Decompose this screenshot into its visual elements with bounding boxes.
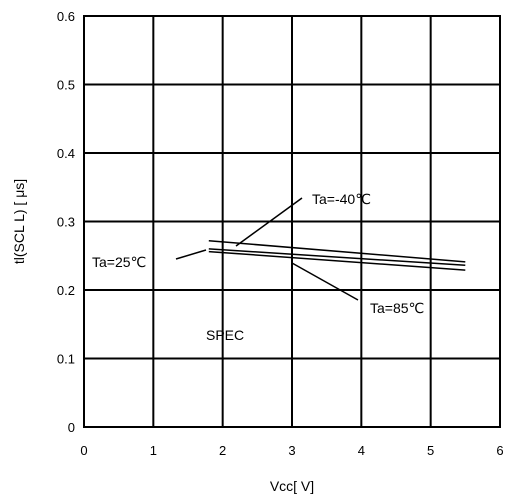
series-line-2 (208, 250, 466, 271)
x-tick-label: 3 (288, 443, 295, 458)
spec-label: SPEC (206, 327, 244, 343)
grid-lines (84, 16, 500, 427)
x-tick-label: 1 (150, 443, 157, 458)
y-tick-label: 0.3 (57, 215, 75, 230)
series-label-ta-85: Ta=85℃ (370, 300, 424, 316)
y-tick-label: 0.4 (57, 146, 75, 161)
x-tick-label: 0 (80, 443, 87, 458)
y-tick-label: 0 (68, 420, 75, 435)
x-tick-label: 5 (427, 443, 434, 458)
leader-line-ta-25 (175, 249, 207, 260)
leader-line-ta-85 (291, 262, 359, 301)
series-line-0 (208, 239, 466, 263)
series-lines (208, 239, 466, 271)
plot-frame (83, 15, 501, 428)
x-tick-label: 2 (219, 443, 226, 458)
y-axis-label: tl(SCL L) [ μs] (11, 179, 27, 264)
annotation-leader-lines (175, 197, 359, 301)
y-tick-labels: 0 0.1 0.2 0.3 0.4 0.5 0.6 (57, 9, 75, 435)
series-line-1 (208, 248, 466, 267)
x-axis-label: Vcc[ V] (270, 478, 314, 494)
x-tick-labels: 0 1 2 3 4 5 6 (80, 443, 503, 458)
x-tick-label: 6 (496, 443, 503, 458)
series-label-ta-25: Ta=25℃ (92, 254, 146, 270)
y-tick-label: 0.2 (57, 283, 75, 298)
y-tick-label: 0.1 (57, 352, 75, 367)
x-tick-label: 4 (358, 443, 365, 458)
series-label-ta-minus40: Ta=-40℃ (312, 191, 371, 207)
leader-line-ta-minus40 (235, 197, 303, 247)
y-tick-label: 0.5 (57, 78, 75, 93)
y-tick-label: 0.6 (57, 9, 75, 24)
